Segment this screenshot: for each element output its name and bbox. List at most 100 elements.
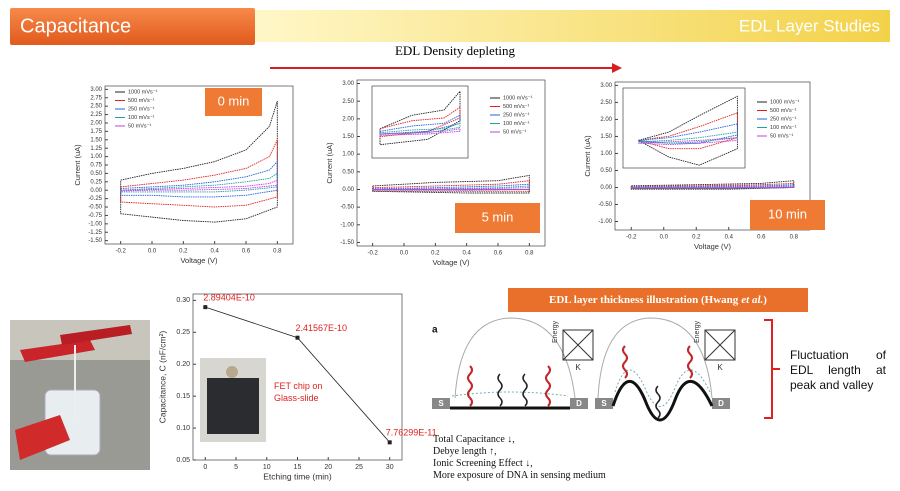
y-tick-label: 0.50 — [90, 171, 102, 177]
legend-label: 250 mVs⁻¹ — [770, 116, 797, 122]
x-axis-label: Voltage (V) — [694, 242, 732, 251]
x-tick-label: 30 — [386, 464, 394, 471]
y-tick-label: 1.50 — [342, 134, 354, 140]
y-axis-label: Current (uA) — [583, 135, 592, 177]
time-badge — [455, 203, 540, 233]
y-tick-label: 1.25 — [90, 146, 102, 152]
legend-label: 100 mVs⁻¹ — [503, 121, 530, 127]
slide-title: Capacitance — [20, 15, 131, 37]
y-tick-label: -1.50 — [340, 240, 354, 246]
y-tick-label: 2.25 — [90, 112, 102, 118]
note-line: Debye length ↑, — [433, 446, 497, 457]
y-tick-label: 2.00 — [90, 121, 102, 127]
y-tick-label: 1.75 — [90, 129, 102, 135]
legend-label: 100 mVs⁻¹ — [770, 125, 797, 131]
x-tick-label: 0.8 — [790, 235, 799, 241]
time-label: 0 min — [218, 93, 250, 108]
y-tick-label: 2.50 — [342, 99, 354, 105]
time-badge — [205, 88, 262, 116]
x-tick-label: 0.2 — [431, 251, 440, 257]
x-tick-label: 0.8 — [525, 251, 534, 257]
x-tick-label: 0.0 — [148, 249, 157, 255]
series-line — [120, 100, 278, 223]
y-tick-label: 3.00 — [90, 87, 102, 93]
y-tick-label: -0.75 — [88, 213, 102, 219]
y-tick-label: 0.00 — [342, 187, 354, 193]
legend-label: 1000 mVs⁻¹ — [128, 89, 158, 95]
y-axis-label: Capacitance, C (nF/cm²) — [157, 331, 167, 424]
legend-label: 500 mVs⁻¹ — [770, 108, 797, 114]
legend-label: 250 mVs⁻¹ — [128, 106, 155, 112]
x-tick-label: 5 — [234, 464, 238, 471]
arrow-head — [612, 63, 622, 73]
y-tick-label: 2.00 — [342, 116, 354, 122]
y-tick-label: 3.00 — [342, 81, 354, 87]
y-tick-label: 2.00 — [600, 117, 612, 123]
data-point — [387, 440, 392, 445]
data-point — [295, 335, 300, 340]
legend-label: 100 mVs⁻¹ — [128, 115, 155, 121]
side-note: Fluctuation of EDL length at peak and va… — [790, 348, 886, 392]
notes: Total Capacitance ↓, Debye length ↑, Ion… — [433, 434, 606, 482]
note-line: Ionic Screening Effect ↓, — [433, 458, 533, 469]
x-tick-label: 0.0 — [400, 251, 409, 257]
y-tick-label: -0.50 — [598, 202, 612, 208]
series-line — [631, 186, 795, 188]
y-tick-label: -1.00 — [598, 219, 612, 225]
x-tick-label: 0.8 — [273, 249, 282, 255]
series-line — [638, 131, 738, 144]
x-tick-label: 0 — [203, 464, 207, 471]
plot-frame — [356, 79, 546, 247]
value-label: 2.89404E-10 — [203, 293, 255, 303]
y-tick-label: 1.00 — [342, 152, 354, 158]
x-tick-label: 0.6 — [242, 249, 251, 255]
y-tick-label: 1.50 — [600, 134, 612, 140]
time-badge — [750, 200, 825, 230]
x-tick-label: 15 — [294, 464, 302, 471]
k-label: K — [575, 363, 581, 372]
k-label: K — [717, 363, 723, 372]
value-label: 7.76299E-11 — [386, 428, 437, 438]
series-line — [120, 160, 278, 198]
x-axis-label: Voltage (V) — [180, 256, 218, 265]
y-tick-label: 0.00 — [600, 185, 612, 191]
y-tick-label: 0.00 — [90, 188, 102, 194]
note-line: More exposure of DNA in sensing medium — [433, 470, 606, 481]
title-part: EDL layer thickness illustration (Hwang — [549, 294, 739, 306]
plot-frame — [371, 85, 469, 159]
bracket — [764, 319, 780, 419]
series-line — [120, 172, 278, 193]
time-label: 5 min — [482, 209, 514, 224]
y-tick-label: 0.50 — [600, 168, 612, 174]
series-line — [638, 137, 738, 146]
y-tick-label: 0.10 — [176, 425, 190, 432]
x-tick-label: 0.6 — [757, 235, 766, 241]
value-label: 2.41567E-10 — [296, 323, 348, 333]
y-tick-label: -1.50 — [88, 238, 102, 244]
x-tick-label: -0.2 — [626, 235, 637, 241]
y-tick-label: -0.50 — [340, 205, 354, 211]
series-line — [638, 95, 738, 166]
x-tick-label: 0.6 — [494, 251, 503, 257]
plot-frame — [614, 81, 811, 231]
source-label: S — [438, 399, 444, 408]
illustration-title: EDL layer thickness illustration (Hwang e… — [549, 294, 767, 306]
y-tick-label: 3.00 — [600, 83, 612, 89]
y-tick-label: 0.05 — [176, 457, 190, 464]
legend-label: 500 mVs⁻¹ — [503, 104, 530, 110]
series-line — [372, 187, 530, 190]
y-tick-label: 0.30 — [176, 297, 190, 304]
y-tick-label: -1.00 — [340, 222, 354, 228]
x-tick-label: 20 — [324, 464, 332, 471]
y-tick-label: -0.50 — [88, 205, 102, 211]
energy-label: Energy — [694, 320, 701, 343]
source-label: S — [601, 399, 607, 408]
y-tick-label: 2.50 — [90, 104, 102, 110]
series-line — [630, 184, 795, 189]
y-tick-label: 0.75 — [90, 163, 102, 169]
data-point — [203, 305, 208, 310]
x-axis-label: Voltage (V) — [432, 258, 470, 267]
y-tick-label: 2.75 — [90, 95, 102, 101]
y-tick-label: -0.25 — [88, 196, 102, 202]
y-tick-label: 0.50 — [342, 169, 354, 175]
